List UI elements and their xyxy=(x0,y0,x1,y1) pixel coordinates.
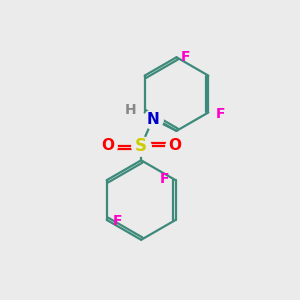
Text: F: F xyxy=(113,214,123,228)
Text: F: F xyxy=(160,172,169,186)
Text: O: O xyxy=(101,138,114,153)
Text: F: F xyxy=(215,107,225,121)
Text: O: O xyxy=(169,138,182,153)
Text: H: H xyxy=(125,103,137,117)
Text: S: S xyxy=(135,136,147,154)
Text: F: F xyxy=(181,50,190,64)
Text: N: N xyxy=(147,112,159,127)
